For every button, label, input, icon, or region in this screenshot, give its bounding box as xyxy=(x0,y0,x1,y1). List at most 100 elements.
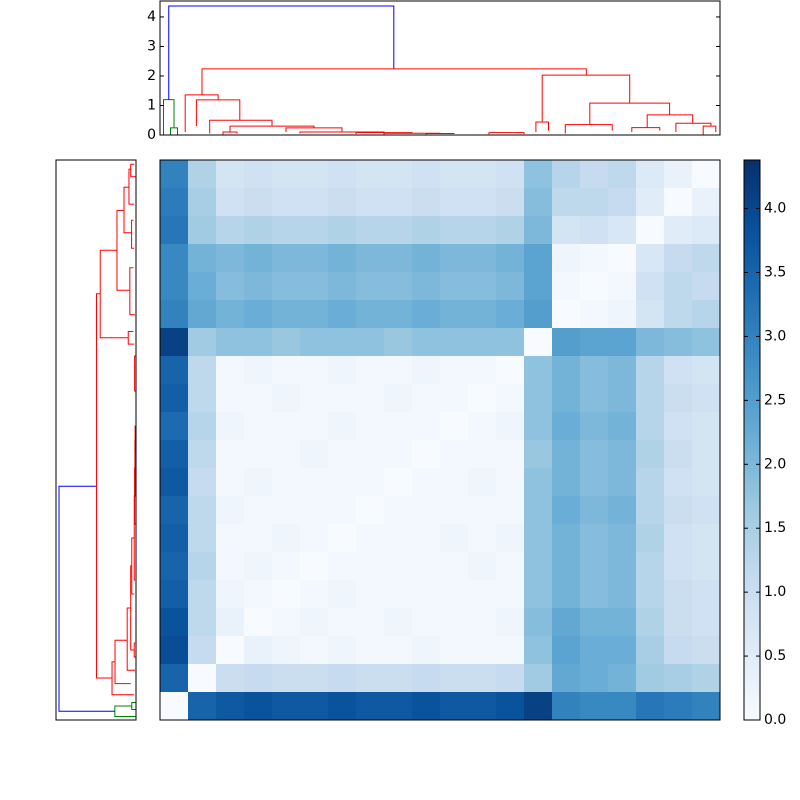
heatmap-cell xyxy=(468,244,497,273)
top-dendrogram-link xyxy=(209,119,273,134)
top-dendrogram-link xyxy=(675,122,712,133)
heatmap-cell xyxy=(356,216,385,245)
heatmap-cell xyxy=(216,384,245,413)
left-dendrogram-link xyxy=(126,607,136,671)
heatmap-cell xyxy=(524,496,553,525)
heatmap-cell xyxy=(552,580,581,609)
heatmap-cell xyxy=(160,692,189,721)
heatmap-cell xyxy=(636,160,665,189)
heatmap-cell xyxy=(692,244,721,273)
left-dendrogram-link xyxy=(130,163,136,178)
top-dendrogram-link xyxy=(589,102,671,125)
heatmap-cell xyxy=(524,244,553,273)
heatmap-cell xyxy=(300,216,329,245)
heatmap-cell xyxy=(692,188,721,217)
top-dendrogram-link xyxy=(229,125,315,133)
heatmap-cell xyxy=(216,580,245,609)
heatmap-cell xyxy=(468,384,497,413)
heatmap-cell xyxy=(580,272,609,301)
heatmap-cell xyxy=(608,272,637,301)
heatmap-cell xyxy=(356,188,385,217)
heatmap-cell xyxy=(300,356,329,385)
heatmap-cell xyxy=(188,328,217,357)
heatmap-cell xyxy=(580,692,609,721)
heatmap-cell xyxy=(664,272,693,301)
heatmap-cell xyxy=(608,160,637,189)
heatmap-cell xyxy=(216,608,245,637)
heatmap-cell xyxy=(580,160,609,189)
heatmap-cell xyxy=(636,356,665,385)
heatmap-cell xyxy=(356,356,385,385)
heatmap-cell xyxy=(244,664,273,693)
heatmap-cell xyxy=(300,440,329,469)
heatmap-cell xyxy=(552,552,581,581)
heatmap-frame xyxy=(159,159,721,721)
heatmap-cell xyxy=(412,440,441,469)
heatmap-cell xyxy=(468,272,497,301)
heatmap-cell xyxy=(300,272,329,301)
heatmap-cell xyxy=(328,188,357,217)
heatmap-cell xyxy=(328,664,357,693)
heatmap-cell xyxy=(636,384,665,413)
heatmap-cell xyxy=(692,272,721,301)
heatmap-cell xyxy=(580,356,609,385)
heatmap-cell xyxy=(636,496,665,525)
left-dendrogram-frame xyxy=(55,159,137,721)
heatmap-cell xyxy=(524,580,553,609)
heatmap-cell xyxy=(356,328,385,357)
heatmap-cell xyxy=(692,580,721,609)
colorbar-tick-label: 4.0 xyxy=(764,201,786,217)
left-dendrogram-link xyxy=(58,485,115,712)
heatmap-cell xyxy=(272,272,301,301)
heatmap-cell xyxy=(384,244,413,273)
y-tick-label: 2 xyxy=(147,68,156,84)
heatmap-cell xyxy=(384,412,413,441)
heatmap-cell xyxy=(356,552,385,581)
heatmap-cell xyxy=(356,664,385,693)
heatmap-cell xyxy=(160,412,189,441)
heatmap-cell xyxy=(244,552,273,581)
heatmap-cell xyxy=(160,468,189,497)
heatmap-cell xyxy=(636,524,665,553)
heatmap-cell xyxy=(188,272,217,301)
heatmap-cell xyxy=(412,552,441,581)
heatmap-cell xyxy=(188,412,217,441)
heatmap-cell xyxy=(552,188,581,217)
heatmap-cell xyxy=(384,524,413,553)
heatmap-cell xyxy=(496,160,525,189)
heatmap-cell xyxy=(272,692,301,721)
heatmap-cell xyxy=(692,216,721,245)
heatmap-cell xyxy=(384,440,413,469)
heatmap-cell xyxy=(496,692,525,721)
heatmap-cell xyxy=(160,664,189,693)
heatmap-cell xyxy=(188,692,217,721)
heatmap-cell xyxy=(188,356,217,385)
heatmap-cell xyxy=(272,496,301,525)
heatmap-cell xyxy=(580,216,609,245)
heatmap-cell xyxy=(272,580,301,609)
heatmap-cell xyxy=(272,412,301,441)
left-dendrogram-link xyxy=(127,331,135,345)
heatmap-cell xyxy=(580,300,609,329)
heatmap-cell xyxy=(692,636,721,665)
heatmap-cell xyxy=(244,580,273,609)
top-dendrogram-link xyxy=(425,133,455,135)
y-tick-label: 0 xyxy=(147,127,156,143)
top-dendrogram-frame xyxy=(159,0,721,136)
heatmap-cell xyxy=(384,328,413,357)
heatmap-cell xyxy=(552,496,581,525)
heatmap-cell xyxy=(272,160,301,189)
heatmap-cell xyxy=(244,272,273,301)
heatmap-cell xyxy=(552,468,581,497)
heatmap-cell xyxy=(328,468,357,497)
heatmap-cell xyxy=(496,272,525,301)
top-dendrogram-link xyxy=(702,125,717,135)
heatmap-cell xyxy=(356,160,385,189)
heatmap-cell xyxy=(272,300,301,329)
heatmap-cell xyxy=(244,412,273,441)
heatmap-cell xyxy=(496,608,525,637)
heatmap-cell xyxy=(580,244,609,273)
heatmap-cell xyxy=(384,468,413,497)
heatmap-cell xyxy=(636,328,665,357)
heatmap-cell xyxy=(272,608,301,637)
